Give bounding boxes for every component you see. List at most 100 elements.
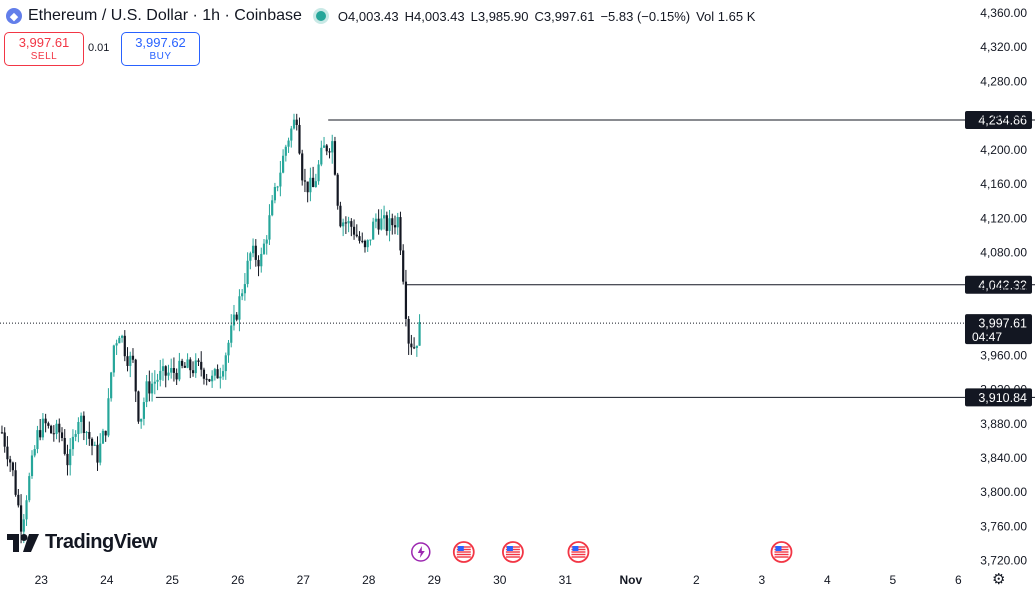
candle-body <box>374 218 377 222</box>
candle-body <box>366 240 369 248</box>
level-label-bg <box>965 275 1032 294</box>
y-tick-label: 4,120.00 <box>980 211 1027 225</box>
candle-body <box>262 243 266 254</box>
volume-value: 1.65 K <box>717 8 756 24</box>
x-tick-label: 28 <box>362 573 376 587</box>
y-tick-label: 3,960.00 <box>980 348 1027 362</box>
candle-body <box>407 318 410 344</box>
candle-body <box>197 360 200 362</box>
candle-body <box>306 181 309 193</box>
candle-body <box>369 239 372 241</box>
level-label-bg <box>965 110 1032 129</box>
candle-body <box>268 215 271 240</box>
y-tick-label: 3,920.00 <box>980 383 1027 397</box>
candle-body <box>396 217 399 228</box>
chart-header: ◆ Ethereum / U.S. Dollar · 1h · Coinbase… <box>0 0 755 32</box>
candle-body <box>167 372 170 376</box>
candle-body <box>150 383 154 394</box>
y-tick-label: 4,320.00 <box>980 40 1027 54</box>
candle-body <box>287 140 290 147</box>
candle-body <box>30 455 34 477</box>
candle-body <box>243 284 246 294</box>
candle-body <box>80 415 83 422</box>
candle-body <box>322 145 326 148</box>
candle-body <box>82 415 85 434</box>
candle-body <box>211 375 214 382</box>
buy-button[interactable]: 3,997.62 BUY <box>121 32 200 66</box>
candle-body <box>350 221 353 227</box>
y-tick-label: 4,160.00 <box>980 177 1027 191</box>
candle-body <box>363 240 367 248</box>
candles-layer <box>0 113 421 544</box>
candle-body <box>336 174 339 206</box>
candle-body <box>279 172 282 187</box>
candle-body <box>358 236 361 241</box>
x-tick-label: 2 <box>693 573 700 587</box>
x-tick-label: 27 <box>297 573 311 587</box>
candle-body <box>189 359 192 371</box>
candle-body <box>19 505 23 532</box>
candle-body <box>11 462 14 471</box>
candle-body <box>22 519 25 532</box>
candle-body <box>230 325 233 343</box>
candle-body <box>415 345 418 348</box>
candle-body <box>344 222 347 224</box>
x-tick-label: 6 <box>955 573 962 587</box>
candle-body <box>276 186 279 188</box>
candle-body <box>314 181 317 188</box>
candle-body <box>385 215 388 231</box>
candle-body <box>418 322 421 346</box>
candle-body <box>260 253 263 267</box>
candle-body <box>388 218 391 231</box>
candle-body <box>170 368 173 373</box>
tradingview-logo-icon <box>7 533 39 552</box>
y-tick-label: 4,360.00 <box>980 6 1027 20</box>
countdown-label: 04:47 <box>972 330 1002 344</box>
candle-body <box>284 146 287 156</box>
symbol-title[interactable]: Ethereum / U.S. Dollar · 1h · Coinbase <box>28 7 302 24</box>
tradingview-logo[interactable]: TradingView <box>7 531 157 554</box>
ethereum-icon[interactable]: ◆ <box>6 8 22 24</box>
candle-body <box>221 371 225 377</box>
sell-button[interactable]: 3,997.61 SELL <box>4 32 84 66</box>
candle-body <box>312 177 315 188</box>
candle-body <box>205 378 208 380</box>
market-status-icon[interactable] <box>315 11 326 21</box>
candle-body <box>47 423 50 426</box>
candle-body <box>391 218 394 226</box>
candle-body <box>159 370 162 380</box>
candle-body <box>74 434 77 437</box>
candle-body <box>333 141 337 175</box>
settings-icon[interactable]: ⚙ <box>992 571 1006 588</box>
close-value: 3,997.61 <box>543 8 595 24</box>
candle-body <box>227 342 230 356</box>
candle-body <box>96 444 99 463</box>
candle-body <box>118 337 121 344</box>
candle-body <box>186 359 189 368</box>
candle-body <box>126 356 129 366</box>
candle-body <box>44 418 47 424</box>
us-flag-icon <box>770 541 793 563</box>
candle-body <box>36 430 39 450</box>
candle-body <box>399 217 402 251</box>
time-axis[interactable]: 23 24 25 26 27 28 29 30 31 Nov 2 3 4 5 6 <box>35 573 962 587</box>
y-tick-label: 4,200.00 <box>980 143 1027 157</box>
candle-body <box>110 372 113 399</box>
low-value: 3,985.90 <box>477 8 529 24</box>
candle-body <box>25 500 28 520</box>
candle-body <box>178 360 181 380</box>
candle-body <box>410 343 413 348</box>
tradingview-logo-text: TradingView <box>45 531 157 553</box>
x-tick-label: 24 <box>100 573 114 587</box>
x-tick-label: 30 <box>493 573 507 587</box>
close-label: C <box>534 8 544 24</box>
candle-body <box>402 250 405 282</box>
y-tick-label: 3,880.00 <box>980 417 1027 431</box>
candle-body <box>145 381 148 403</box>
price-axis[interactable]: 4,360.00 4,320.00 4,280.00 4,240.00 4,200.00… <box>965 6 1032 568</box>
candle-body <box>303 180 307 182</box>
candle-body <box>241 293 244 297</box>
candle-body <box>361 240 364 242</box>
buy-price: 3,997.62 <box>135 35 186 50</box>
